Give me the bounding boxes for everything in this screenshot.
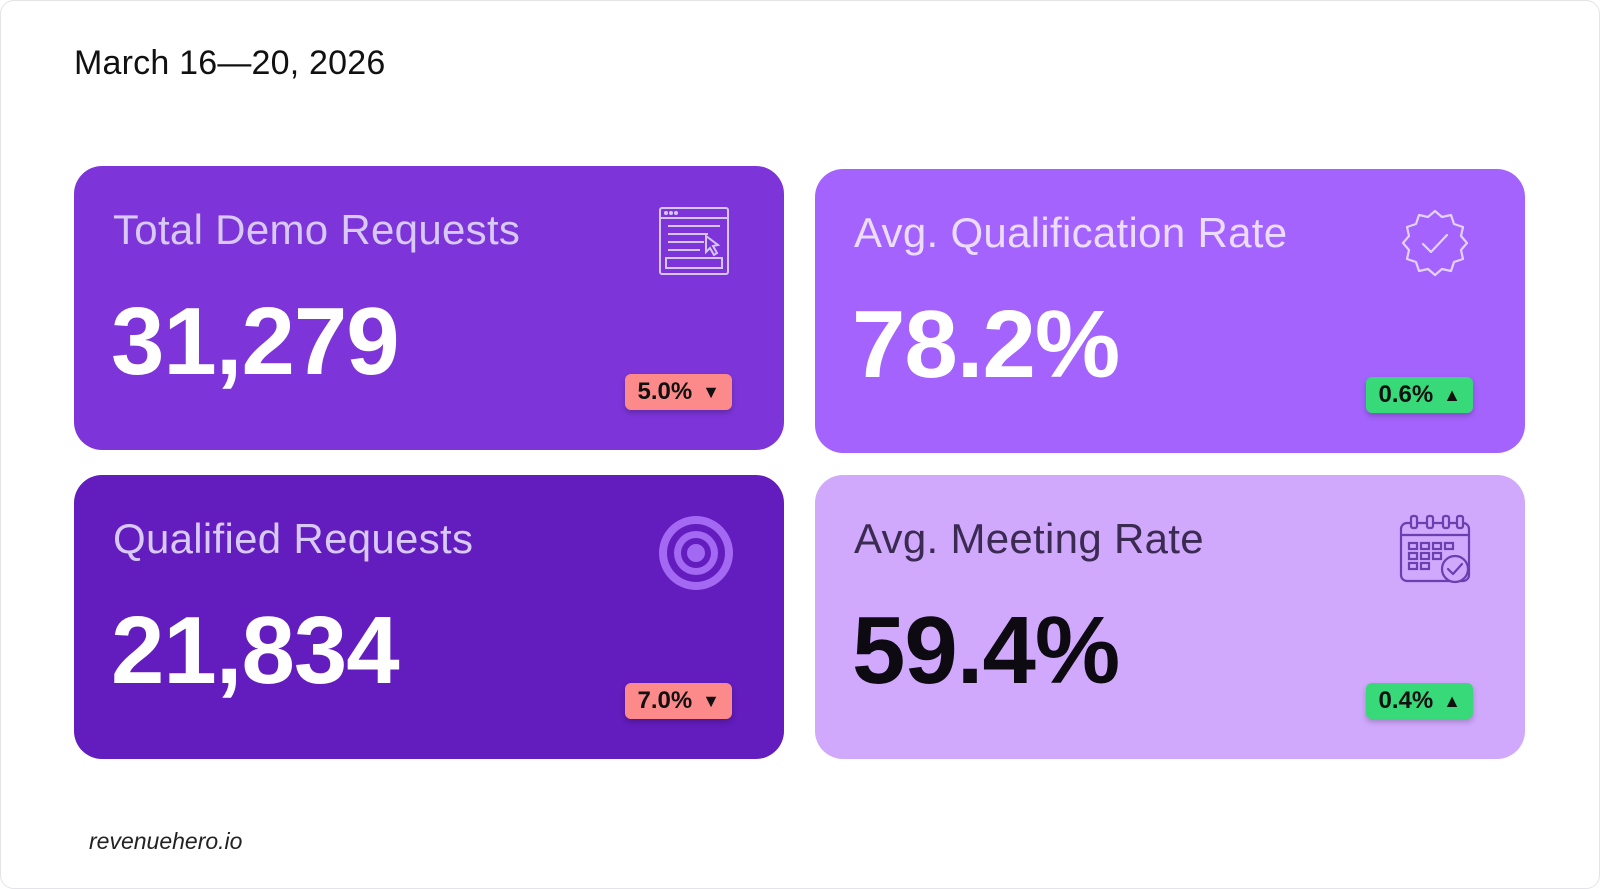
form-request-icon xyxy=(656,204,732,280)
arrow-down-icon: ▼ xyxy=(702,691,720,711)
change-value: 0.6% xyxy=(1378,381,1434,408)
card-avg-meeting-rate: Avg. Meeting Rate 59.4% 0.4% ▲ xyxy=(815,475,1525,759)
card-qualified-requests: Qualified Requests 21,834 7.0% ▼ xyxy=(74,475,784,759)
arrow-up-icon: ▲ xyxy=(1443,691,1461,711)
arrow-down-icon: ▼ xyxy=(702,382,720,402)
card-label: Qualified Requests xyxy=(113,515,474,562)
card-value: 59.4% xyxy=(852,597,1120,704)
brand-footer: revenuehero.io xyxy=(89,828,243,854)
arrow-up-icon: ▲ xyxy=(1443,385,1461,405)
card-avg-qualification-rate: Avg. Qualification Rate 78.2% 0.6% ▲ xyxy=(815,169,1525,453)
change-badge: 0.6% ▲ xyxy=(1366,377,1473,413)
change-value: 5.0% xyxy=(637,378,693,405)
target-icon xyxy=(656,513,733,590)
date-range-title: March 16—20, 2026 xyxy=(74,44,386,82)
card-value: 31,279 xyxy=(111,288,400,395)
card-label: Total Demo Requests xyxy=(113,206,521,253)
change-value: 7.0% xyxy=(637,687,693,714)
card-value: 21,834 xyxy=(111,597,400,704)
card-value: 78.2% xyxy=(852,291,1120,398)
card-total-demo-requests: Total Demo Requests 31,279 5.0% ▼ xyxy=(74,166,784,450)
card-label: Avg. Qualification Rate xyxy=(854,209,1288,256)
verified-badge-icon xyxy=(1397,207,1473,283)
change-badge: 0.4% ▲ xyxy=(1366,683,1473,719)
card-label: Avg. Meeting Rate xyxy=(854,515,1204,562)
calendar-check-icon xyxy=(1397,513,1473,589)
change-value: 0.4% xyxy=(1378,687,1434,714)
change-badge: 7.0% ▼ xyxy=(625,683,732,719)
change-badge: 5.0% ▼ xyxy=(625,374,732,410)
